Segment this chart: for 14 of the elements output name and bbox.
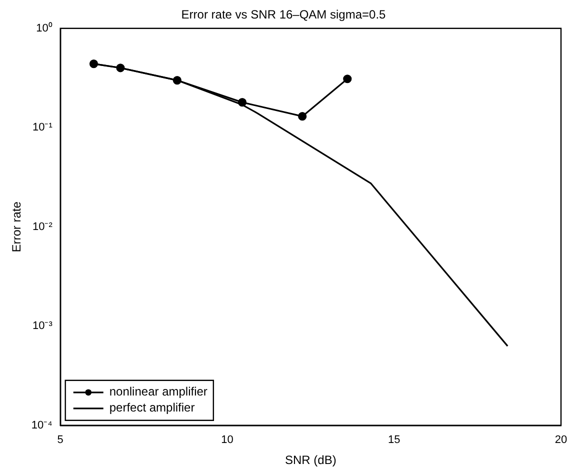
- legend-label: nonlinear amplifier: [109, 384, 208, 399]
- y-axis-title: Error rate: [10, 201, 24, 252]
- y-tick-label: 10⁰: [36, 21, 52, 34]
- x-axis-title: SNR (dB): [285, 453, 336, 468]
- y-tick-label: 10⁻⁴: [31, 419, 53, 432]
- y-tick-label: 10⁻³: [32, 320, 53, 332]
- y-tick-label: 10⁻²: [32, 220, 53, 233]
- chart-title: Error rate vs SNR 16–QAM sigma=0.5: [181, 8, 386, 22]
- x-tick-label: 15: [388, 434, 400, 446]
- y-tick-label: 10⁻¹: [32, 122, 53, 134]
- legend-label: perfect amplifier: [109, 400, 195, 415]
- x-tick-label: 5: [57, 434, 64, 446]
- x-tick-label: 20: [554, 434, 568, 446]
- x-tick-label: 10: [221, 434, 234, 446]
